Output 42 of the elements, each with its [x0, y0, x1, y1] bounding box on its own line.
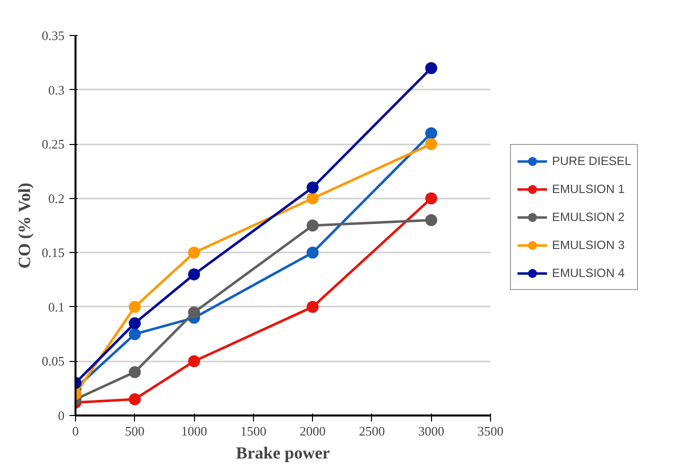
- y-tick-label: 0.15: [42, 245, 64, 260]
- y-tick-label: 0.1: [48, 299, 64, 314]
- legend-label: EMULSION 3: [552, 238, 625, 252]
- point: [188, 306, 200, 318]
- x-tick-label: 2000: [300, 424, 326, 438]
- point: [188, 268, 200, 280]
- legend-label: EMULSION 4: [552, 266, 625, 280]
- point: [128, 300, 141, 313]
- x-tick-label: 2500: [358, 424, 385, 438]
- y-tick-label: 0: [58, 408, 64, 423]
- point: [128, 393, 141, 406]
- legend-label: PURE DIESEL: [552, 154, 632, 168]
- x-tick-label: 3000: [418, 424, 444, 438]
- x-tick-label: 1000: [181, 424, 208, 438]
- x-axis-title: Brake power: [236, 444, 330, 462]
- y-tick-label: 0.05: [42, 354, 64, 369]
- y-axis-title: CO (% Vol): [14, 182, 34, 269]
- point: [128, 328, 141, 340]
- point: [425, 214, 438, 226]
- y-tick-label: 0.2: [48, 190, 64, 206]
- point: [306, 220, 319, 232]
- point: [306, 300, 319, 313]
- point: [188, 355, 200, 368]
- point: [128, 317, 141, 330]
- point: [425, 127, 438, 140]
- point: [425, 62, 438, 74]
- point: [188, 246, 200, 259]
- x-tick-label: 0: [72, 424, 79, 438]
- y-tick-label: 0.3: [48, 82, 64, 98]
- x-tick-label: 500: [125, 424, 145, 438]
- point: [306, 246, 319, 259]
- point: [128, 366, 141, 378]
- legend-label: EMULSION 1: [552, 182, 625, 196]
- point: [425, 192, 438, 204]
- x-tick-label: 3500: [478, 424, 504, 438]
- point: [306, 192, 319, 204]
- point: [425, 138, 438, 150]
- point: [306, 182, 319, 194]
- y-tick-label: 0.35: [42, 28, 64, 43]
- x-tick-label: 1500: [240, 424, 266, 438]
- y-tick-label: 0.25: [42, 136, 64, 152]
- legend-label: EMULSION 2: [552, 210, 625, 224]
